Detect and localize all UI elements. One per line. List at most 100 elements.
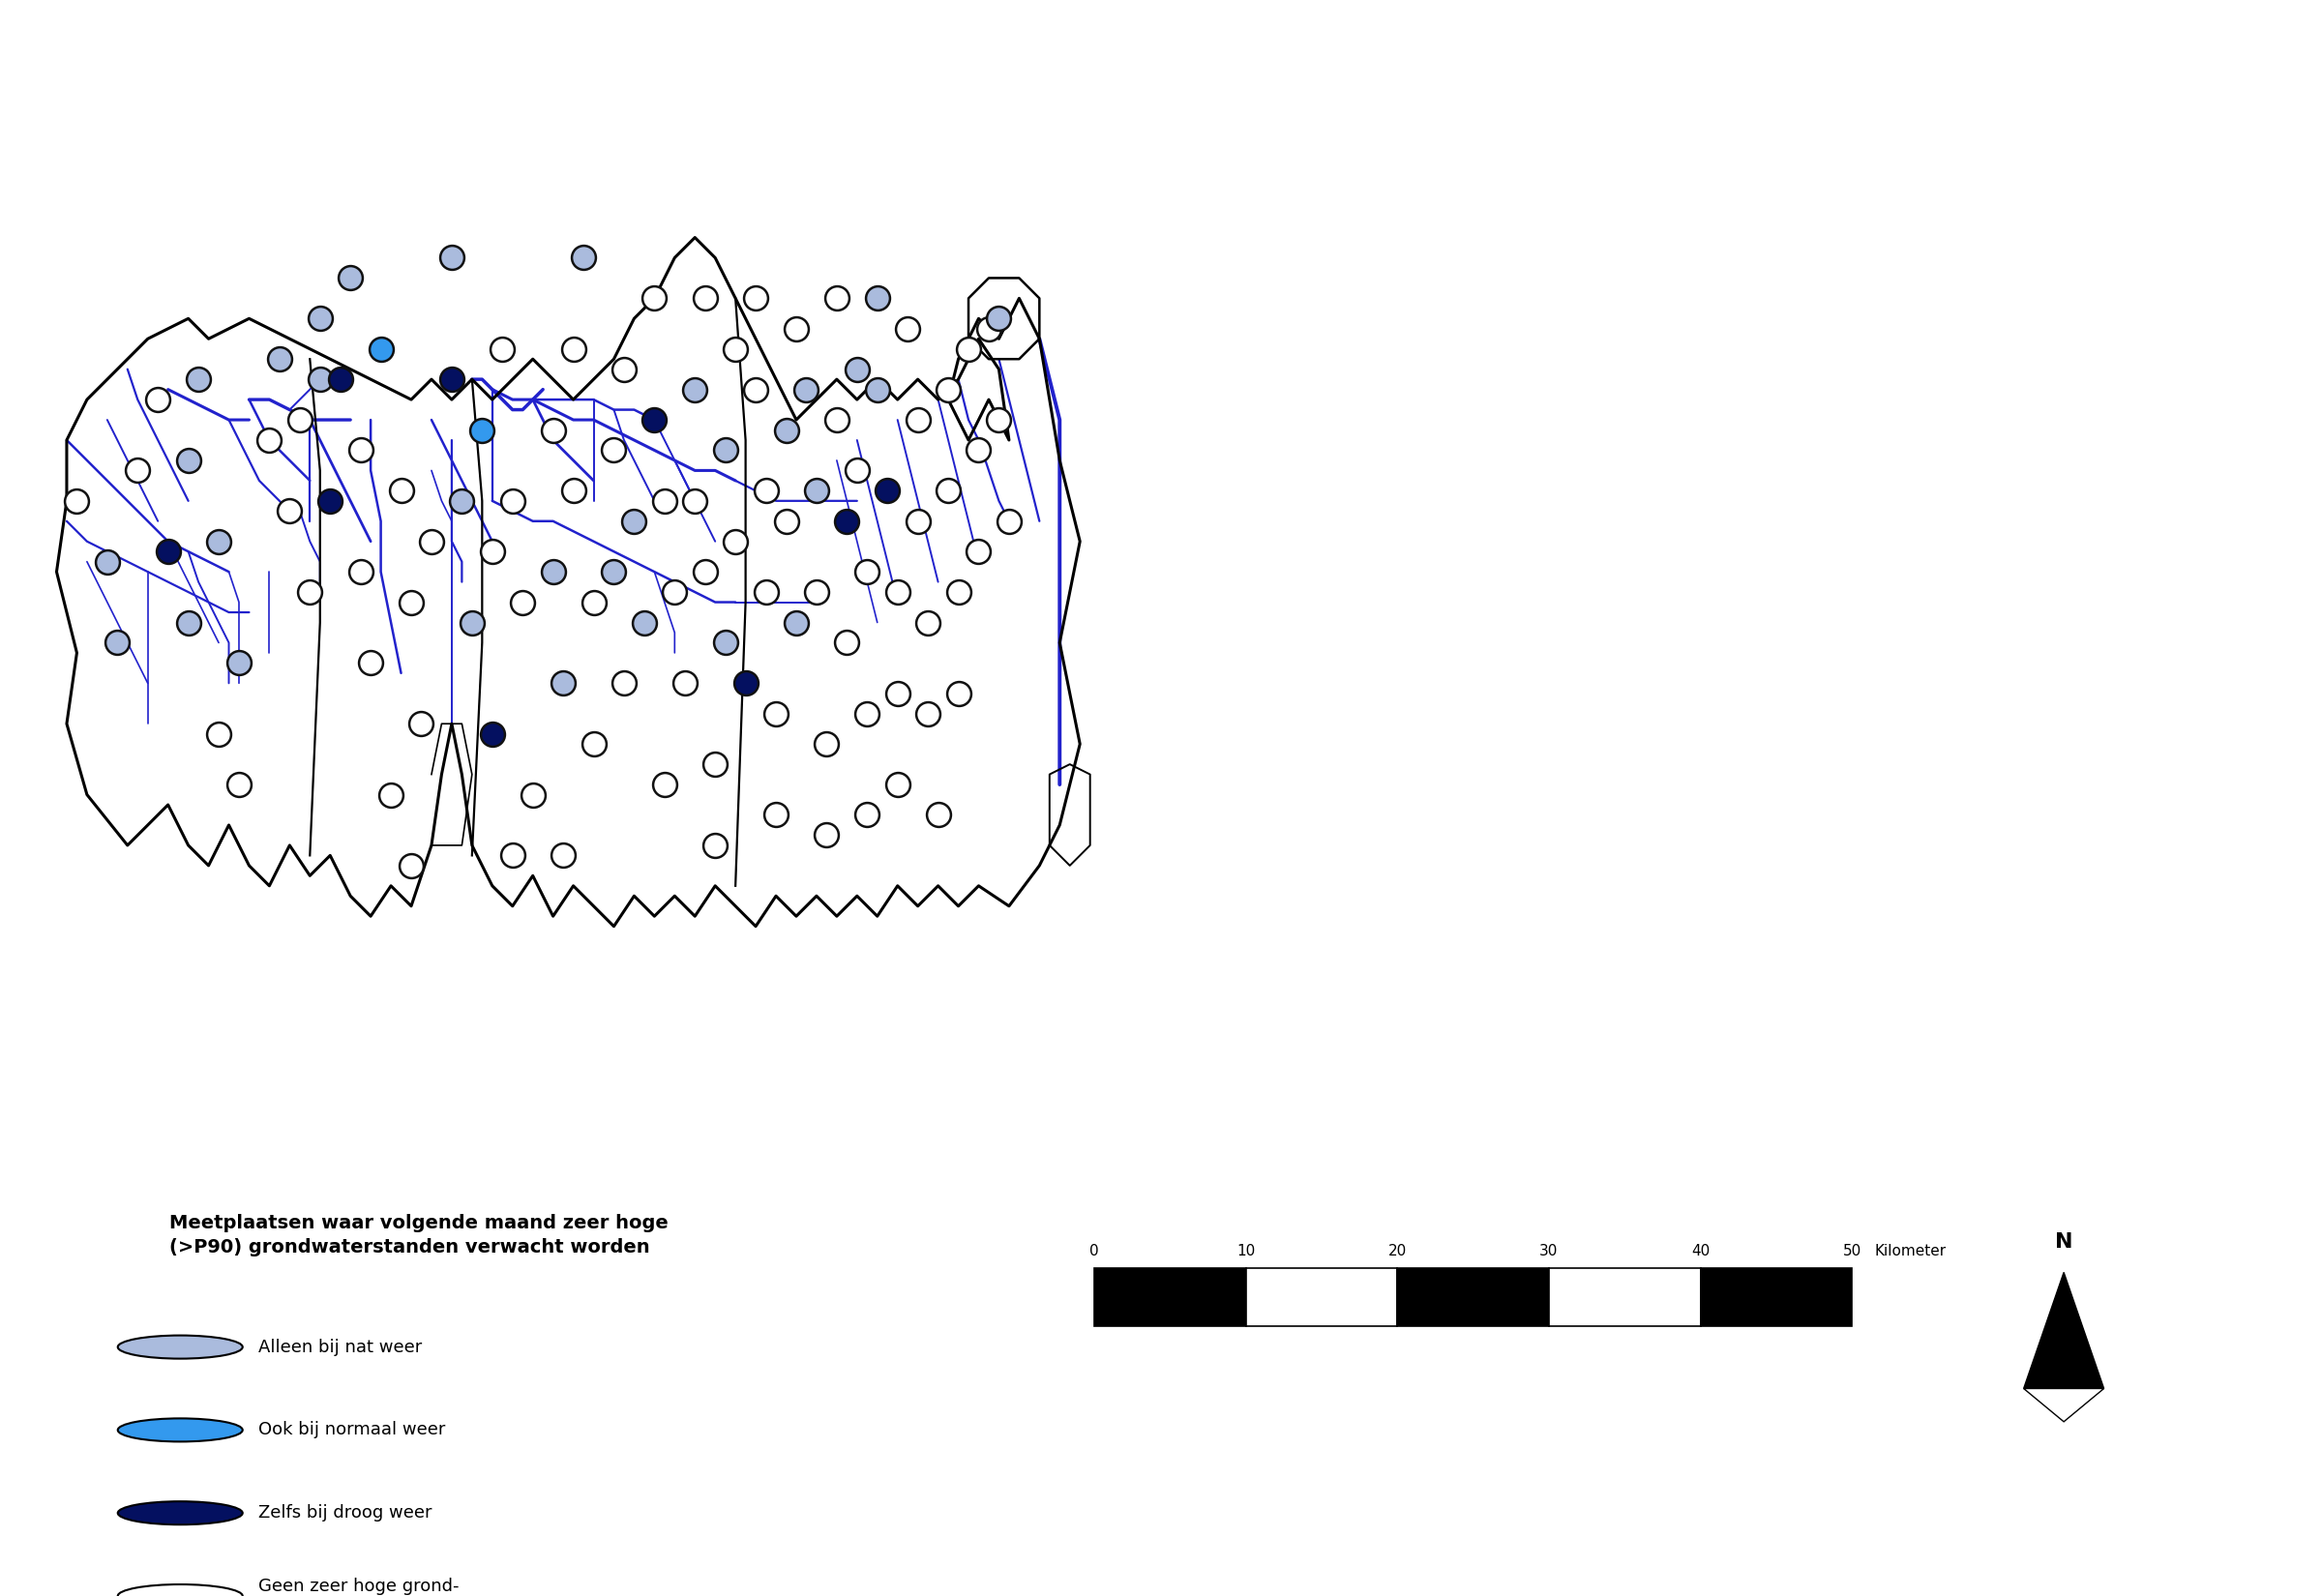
Point <box>808 731 845 757</box>
Point <box>646 772 683 798</box>
Point <box>727 670 764 696</box>
Point <box>606 670 643 696</box>
Point <box>980 407 1017 433</box>
Point <box>100 630 137 656</box>
Point <box>200 528 237 554</box>
Point <box>859 377 896 402</box>
Text: 10: 10 <box>1235 1245 1254 1259</box>
Text: Zelfs bij droog weer: Zelfs bij droog weer <box>258 1505 432 1521</box>
Point <box>483 337 520 362</box>
Point <box>929 377 966 402</box>
Point <box>959 437 996 463</box>
Point <box>302 306 339 332</box>
Text: 0: 0 <box>1089 1245 1098 1259</box>
Point <box>372 782 409 808</box>
Point <box>281 407 318 433</box>
Point <box>697 833 734 859</box>
Point <box>697 752 734 777</box>
Bar <box>1549 1269 1700 1326</box>
Point <box>769 509 806 535</box>
Point <box>848 559 885 584</box>
Point <box>311 488 348 514</box>
Text: Alleen bij nat weer: Alleen bij nat weer <box>258 1339 423 1355</box>
Text: Kilometer: Kilometer <box>1874 1245 1946 1259</box>
Point <box>940 579 978 605</box>
Point <box>555 337 592 362</box>
Point <box>615 509 652 535</box>
Point <box>657 579 694 605</box>
Point <box>676 488 713 514</box>
Point <box>170 447 207 472</box>
Point <box>323 367 360 393</box>
Point <box>706 437 743 463</box>
Point <box>920 803 957 828</box>
Point <box>625 610 662 635</box>
Point <box>748 477 785 503</box>
Bar <box>1094 1269 1245 1326</box>
Point <box>392 852 430 878</box>
Polygon shape <box>2025 1389 2104 1422</box>
Polygon shape <box>1050 764 1089 865</box>
Text: 20: 20 <box>1389 1245 1407 1259</box>
Point <box>353 650 390 675</box>
Point <box>676 377 713 402</box>
Point <box>991 509 1029 535</box>
Point <box>251 428 288 453</box>
Point <box>594 559 632 584</box>
Point <box>402 710 439 736</box>
Point <box>817 286 854 311</box>
Point <box>838 458 875 484</box>
Point <box>899 509 936 535</box>
Point <box>221 650 258 675</box>
Point <box>179 367 216 393</box>
Text: 50: 50 <box>1844 1245 1862 1259</box>
Point <box>838 356 875 381</box>
Point <box>829 630 866 656</box>
Point <box>555 477 592 503</box>
Point <box>464 417 502 442</box>
Point <box>546 843 583 868</box>
Point <box>495 488 532 514</box>
Point <box>200 721 237 747</box>
Point <box>757 701 794 726</box>
Point <box>636 407 673 433</box>
Point <box>495 843 532 868</box>
Point <box>221 772 258 798</box>
Point <box>910 610 947 635</box>
Text: N: N <box>2055 1232 2074 1251</box>
Point <box>736 377 773 402</box>
Text: Ook bij normaal weer: Ook bij normaal weer <box>258 1422 446 1438</box>
Point <box>940 680 978 705</box>
Point <box>139 386 176 412</box>
Point <box>666 670 704 696</box>
Point <box>504 589 541 614</box>
Point <box>534 417 571 442</box>
Polygon shape <box>968 278 1040 359</box>
Point <box>808 822 845 847</box>
Point <box>769 417 806 442</box>
Text: 30: 30 <box>1539 1245 1558 1259</box>
Point <box>717 528 755 554</box>
Point <box>564 246 601 271</box>
Point <box>513 782 550 808</box>
Point <box>546 670 583 696</box>
Text: Geen zeer hoge grond-
waterstanden verwacht: Geen zeer hoge grond- waterstanden verwa… <box>258 1577 464 1596</box>
Point <box>434 367 471 393</box>
Circle shape <box>118 1336 241 1358</box>
Point <box>260 346 297 372</box>
Point <box>848 803 885 828</box>
Point <box>341 437 378 463</box>
Point <box>636 286 673 311</box>
Point <box>829 509 866 535</box>
Point <box>290 579 327 605</box>
Polygon shape <box>2025 1272 2104 1389</box>
Point <box>606 356 643 381</box>
Point <box>687 559 724 584</box>
Point <box>910 701 947 726</box>
Circle shape <box>118 1585 241 1596</box>
Point <box>332 265 369 290</box>
Point <box>434 246 471 271</box>
Point <box>799 477 836 503</box>
Point <box>474 539 511 565</box>
Point <box>170 610 207 635</box>
